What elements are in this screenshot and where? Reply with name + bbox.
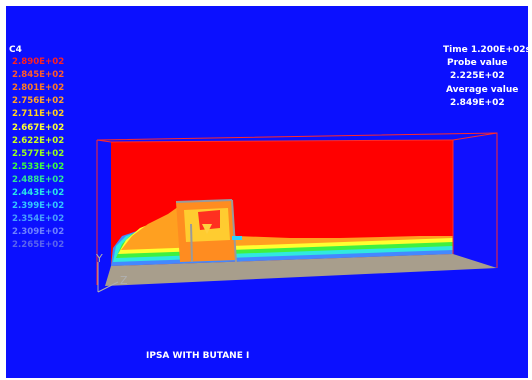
legend-entry: 2.667E+02 [12, 122, 65, 133]
legend-entry: 2.354E+02 [12, 214, 65, 225]
average-label: Average value [446, 85, 519, 95]
source-frame-right [231, 199, 237, 263]
legend-entry: 2.399E+02 [12, 201, 65, 212]
z-axis-label: Z [120, 274, 128, 287]
source-frame-post [190, 223, 193, 263]
probe-label: Probe value [447, 58, 508, 68]
legend-entry: 2.309E+02 [12, 227, 65, 238]
source-frame-top [175, 199, 233, 203]
right-wall [453, 133, 497, 268]
average-value: 2.849E+02 [450, 98, 505, 108]
frame-tr [452, 132, 498, 141]
legend-entry: 2.622E+02 [12, 135, 65, 146]
legend-entry: 2.711E+02 [12, 109, 65, 120]
y-axis-label: Y [96, 252, 103, 265]
legend-entry: 2.265E+02 [12, 240, 65, 251]
caption: IPSA WITH BUTANE I [146, 351, 250, 361]
legend-entry: 2.577E+02 [12, 148, 65, 159]
legend-entry: 2.890E+02 [12, 57, 65, 67]
legend-entry: 2.533E+02 [12, 161, 65, 172]
source-nozzle [202, 224, 212, 234]
legend-entry: 2.845E+02 [12, 70, 65, 81]
floor [105, 254, 497, 286]
frame-tl [96, 139, 112, 143]
source-jet [232, 236, 242, 240]
time-readout: Time 1.200E+02s [443, 45, 531, 55]
frame-back-top [110, 139, 454, 143]
domain-frame [96, 132, 498, 268]
legend-title: C4 [9, 45, 22, 55]
z-axis [97, 281, 119, 293]
probe-value: 2.225E+02 [450, 71, 505, 81]
legend-entry: 2.443E+02 [12, 188, 65, 198]
legend-entry: 2.488E+02 [12, 174, 65, 185]
legend-entry: 2.756E+02 [12, 96, 65, 107]
legend-entry: 2.801E+02 [12, 83, 65, 94]
